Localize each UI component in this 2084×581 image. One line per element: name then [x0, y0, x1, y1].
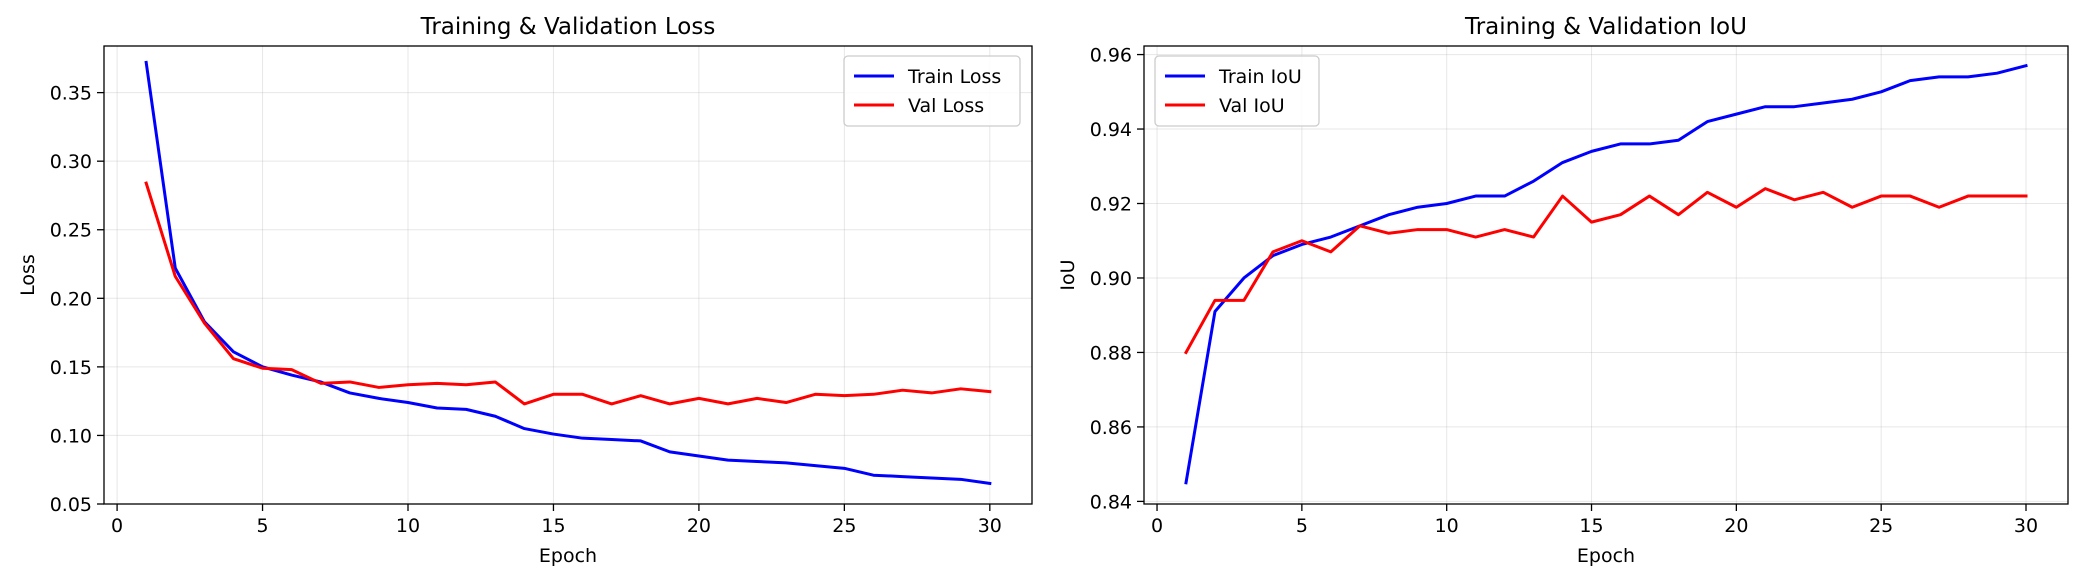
legend-entry: Val IoU: [1219, 95, 1285, 117]
chart-panel-2: 0 5 10 15 20 25 30 0.84 0.86 0.88 0.90 0.92 0.94 0.96…: [1057, 14, 2069, 567]
x-tick-label: 10: [1435, 515, 1459, 537]
y-tick-label: 0.90: [1090, 268, 1132, 290]
x-tick-label: 25: [1869, 515, 1893, 537]
y-tick-label: 0.05: [50, 494, 92, 516]
x-axis-label: Epoch: [539, 545, 597, 567]
axes-frame: [1143, 45, 2069, 505]
x-tick-label: 25: [832, 515, 856, 537]
x-tick-label: 15: [541, 515, 565, 537]
legend-entry: Train IoU: [1218, 66, 1302, 88]
legend: Train IoU Val IoU: [1154, 55, 1320, 127]
x-tick-label: 30: [2014, 515, 2038, 537]
legend-entry: Train Loss: [907, 66, 1001, 88]
y-tick-label: 0.15: [50, 357, 92, 379]
series-line-val-loss: [144, 181, 992, 406]
x-tick-label: 5: [256, 515, 268, 537]
y-tick-label: 0.25: [50, 220, 92, 242]
y-tick-label: 0.94: [1090, 119, 1132, 141]
y-tick-label: 0.86: [1090, 417, 1132, 439]
x-tick-label: 0: [1151, 515, 1163, 537]
x-tick-label: 15: [1579, 515, 1603, 537]
gridlines: [1144, 46, 2068, 504]
y-axis-label: IoU: [1057, 259, 1079, 290]
x-axis-label: Epoch: [1577, 545, 1635, 567]
axes-frame: [103, 45, 1033, 505]
legend-box: [1154, 55, 1320, 127]
legend-entry: Val Loss: [908, 95, 984, 117]
y-tick-label: 0.35: [50, 83, 92, 105]
legend: Train Loss Val Loss: [843, 55, 1021, 127]
y-tick-label: 0.92: [1090, 194, 1132, 216]
series-line-val-iou: [1183, 187, 2028, 355]
x-tick-label: 10: [396, 515, 420, 537]
y-tick-label: 0.10: [50, 425, 92, 447]
series-line-train-loss: [144, 60, 992, 486]
chart-title: Training & Validation Loss: [420, 14, 716, 40]
series-line-train-iou: [1184, 63, 2028, 485]
y-axis-label: Loss: [17, 254, 39, 296]
x-tick-label: 0: [111, 515, 123, 537]
y-tick-label: 0.96: [1090, 45, 1132, 67]
chart-panel-1: 0 5 10 15 20 25 30 0.05 0.10 0.15 0.20 0.25 0.30 0.35…: [17, 14, 1033, 567]
x-tick-label: 20: [687, 515, 711, 537]
y-tick-label: 0.20: [50, 288, 92, 310]
y-tick-label: 0.84: [1090, 491, 1132, 513]
x-tick-label: 30: [978, 515, 1002, 537]
chart-title: Training & Validation IoU: [1464, 14, 1747, 40]
y-tick-label: 0.88: [1090, 342, 1132, 364]
x-tick-label: 5: [1296, 515, 1308, 537]
legend-box: [843, 55, 1021, 127]
x-tick-label: 20: [1724, 515, 1748, 537]
y-tick-label: 0.30: [50, 151, 92, 173]
